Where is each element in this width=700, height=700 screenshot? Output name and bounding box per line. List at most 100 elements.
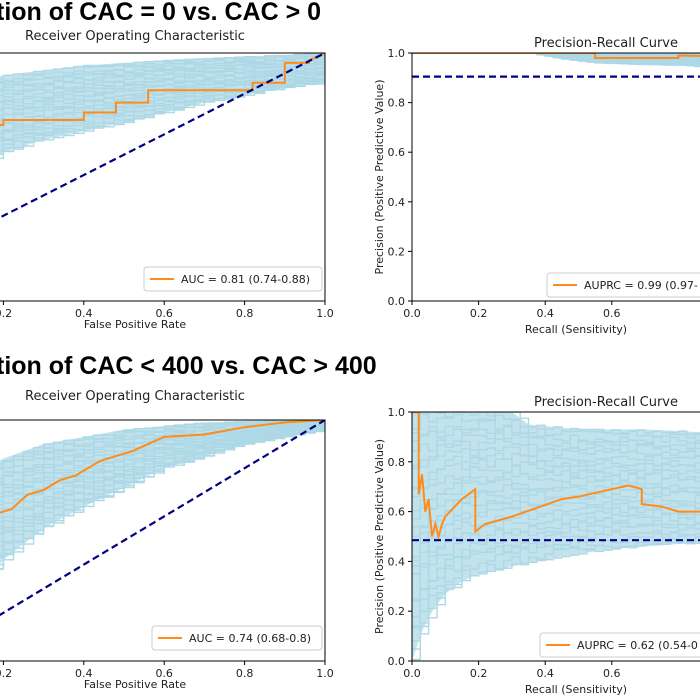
y-tick-label: 1.0	[388, 47, 406, 60]
section-title-bottom: tion of CAC < 400 vs. CAC > 400	[0, 352, 377, 380]
y-tick-label: 0.0	[388, 655, 406, 668]
bootstrap-curve	[412, 413, 700, 439]
bootstrap-curve	[412, 419, 700, 444]
chart-1: Receiver Operating Characteristic 0.2 0.4 0…	[0, 29, 334, 331]
x-tick-label: 0.6	[603, 307, 621, 320]
chart-4: Precision-Recall Curve 0.0 0.2 0.4 0.6 0.0 0.2…	[373, 395, 700, 696]
plot-area	[0, 420, 325, 617]
chart-title: Receiver Operating Characteristic	[25, 389, 245, 404]
bootstrap-curve	[0, 67, 325, 120]
plot-area	[412, 53, 700, 78]
bootstrap-curve	[412, 438, 700, 467]
plot-area	[412, 412, 700, 661]
bootstrap-curve	[412, 517, 700, 618]
y-tick-label: 0.2	[388, 245, 406, 258]
y-tick-label: 0.6	[388, 146, 406, 159]
bootstrap-curve	[412, 522, 700, 629]
y-tick-label: 1.0	[388, 406, 406, 419]
legend-label: AUPRC = 0.99 (0.97-	[584, 279, 698, 292]
bootstrap-curve	[0, 57, 325, 92]
bootstrap-curve	[0, 420, 325, 470]
x-tick-label: 0.6	[155, 667, 173, 680]
bootstrap-curve	[412, 494, 700, 562]
legend-box	[151, 625, 323, 651]
y-tick-label: 0.4	[388, 196, 406, 209]
bootstrap-curve	[0, 54, 325, 84]
y-tick-label: 0.2	[388, 605, 406, 618]
bootstrap-curve	[0, 77, 325, 142]
y-tick-label: 0.0	[388, 295, 406, 308]
legend: AUPRC = 0.62 (0.54-0	[539, 632, 700, 658]
bootstrap-curve	[412, 53, 700, 63]
bootstrap-curve	[0, 71, 325, 132]
bootstrap-curve	[412, 500, 700, 567]
legend-box	[143, 266, 323, 292]
x-tick-label: 0.8	[236, 667, 254, 680]
plot-frame	[411, 52, 700, 302]
y-axis-label: Precision (Positive Predictive Value)	[373, 439, 386, 634]
main-curve	[0, 53, 325, 126]
bootstrap-curve	[0, 66, 325, 120]
legend-label: AUC = 0.74 (0.68-0.8)	[189, 632, 311, 645]
bootstrap-curve	[412, 508, 700, 600]
baseline-line	[0, 53, 325, 219]
x-tick-label: 0.4	[75, 307, 93, 320]
legend: AUC = 0.74 (0.68-0.8)	[151, 625, 323, 651]
x-tick-label: 0.2	[470, 667, 488, 680]
x-tick-label: 0.8	[236, 307, 254, 320]
legend: AUC = 0.81 (0.74-0.88)	[143, 266, 323, 292]
x-tick-label: 0.4	[75, 667, 93, 680]
section-title-top: tion of CAC = 0 vs. CAC > 0	[0, 0, 322, 26]
y-tick-label: 0.6	[388, 506, 406, 519]
legend-box	[546, 272, 700, 298]
plot-frame	[411, 411, 700, 662]
bootstrap-curve	[412, 541, 700, 661]
x-axis-label: False Positive Rate	[84, 678, 186, 691]
x-axis-label: Recall (Sensitivity)	[525, 683, 627, 696]
y-axis-label: Precision (Positive Predictive Value)	[373, 80, 386, 275]
x-axis-label: Recall (Sensitivity)	[525, 323, 627, 336]
bootstrap-curve	[0, 80, 325, 152]
bootstrap-curve	[0, 420, 325, 465]
x-tick-label: 0.2	[0, 667, 12, 680]
bootstrap-curve	[0, 61, 325, 104]
bootstrap-curve	[0, 55, 325, 90]
chart-title: Precision-Recall Curve	[534, 395, 678, 410]
bootstrap-curve	[412, 532, 700, 642]
bootstrap-curve	[412, 483, 700, 528]
legend-label: AUPRC = 0.62 (0.54-0	[577, 639, 698, 652]
chart-3: Receiver Operating Characteristic 0.2 0.4 0…	[0, 389, 334, 691]
main-curve	[412, 412, 700, 541]
bootstrap-curve	[0, 60, 325, 103]
bootstrap-curve	[412, 412, 700, 436]
x-tick-label: 0.4	[536, 667, 554, 680]
plot-frame	[0, 52, 326, 302]
bootstrap-curve	[412, 477, 700, 520]
x-tick-label: 0.0	[403, 307, 421, 320]
x-tick-label: 0.6	[603, 667, 621, 680]
chart-title: Precision-Recall Curve	[534, 36, 678, 51]
legend-label: AUC = 0.81 (0.74-0.88)	[181, 273, 310, 286]
legend-box	[539, 632, 700, 658]
legend: AUPRC = 0.99 (0.97-	[546, 272, 700, 298]
main-curve	[412, 53, 700, 59]
x-axis-label: False Positive Rate	[84, 318, 186, 331]
plot-frame	[0, 419, 326, 662]
bootstrap-curve	[412, 426, 700, 449]
x-tick-label: 0.2	[0, 307, 12, 320]
main-curve	[0, 420, 325, 514]
x-tick-label: 0.0	[403, 667, 421, 680]
baseline-line	[0, 420, 325, 617]
x-tick-label: 1.0	[316, 667, 334, 680]
x-tick-label: 0.4	[536, 307, 554, 320]
bootstrap-curve	[0, 53, 325, 80]
y-tick-label: 0.8	[388, 97, 406, 110]
chart-2: Precision-Recall Curve 0.0 0.2 0.4 0.6 0.0 0.2…	[373, 36, 700, 336]
y-tick-label: 0.8	[388, 456, 406, 469]
x-tick-label: 0.2	[470, 307, 488, 320]
bootstrap-curve	[412, 432, 700, 453]
bootstrap-curve	[0, 81, 325, 155]
chart-title: Receiver Operating Characteristic	[25, 29, 245, 44]
bootstrap-curve	[0, 78, 325, 148]
